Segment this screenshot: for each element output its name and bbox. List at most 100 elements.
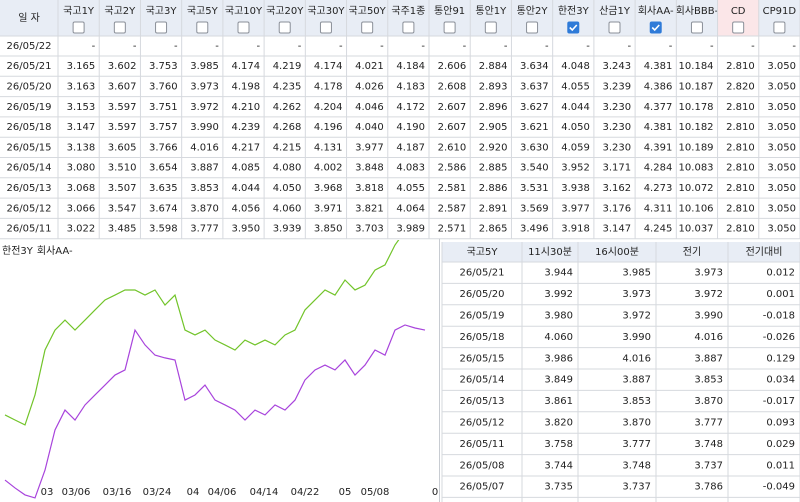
cell: 3.751 (149, 102, 178, 113)
checkbox[interactable] (237, 21, 250, 34)
cell: 4.235 (273, 81, 302, 92)
bt-cell: 4.016 (622, 353, 651, 364)
legend-entry: 회사AA- (37, 245, 73, 257)
checkbox[interactable] (567, 21, 580, 34)
cell: 3.621 (520, 122, 549, 133)
cell: 3.968 (314, 183, 343, 194)
cell: 3.507 (108, 183, 137, 194)
cell: 2.810 (726, 203, 755, 214)
cell: 4.187 (396, 142, 425, 153)
cell: 10.037 (679, 224, 714, 235)
column-header: 국고50Y (349, 5, 387, 17)
cell: 2.587 (438, 203, 467, 214)
cell: 4.284 (644, 163, 673, 174)
checkbox[interactable] (608, 21, 621, 34)
cell: 4.184 (396, 61, 425, 72)
cell: 3.068 (67, 183, 96, 194)
cell: 4.044 (561, 102, 590, 113)
cell: 10.072 (679, 183, 714, 194)
cell: 3.853 (190, 183, 219, 194)
cell: 2.571 (438, 224, 467, 235)
bt-cell: 3.786 (694, 482, 723, 493)
bt-cell: 3.870 (622, 418, 651, 429)
bt-cell: 3.972 (622, 311, 651, 322)
cell: 3.050 (767, 142, 796, 153)
cell: 3.818 (355, 183, 384, 194)
legend-entry: 한전3Y (2, 245, 34, 257)
cell: 4.055 (561, 81, 590, 92)
bt-cell: 3.973 (622, 289, 651, 300)
checkbox[interactable] (278, 21, 291, 34)
cell: 4.239 (231, 122, 260, 133)
cell: 3.165 (67, 61, 96, 72)
bt-cell: 3.990 (622, 332, 651, 343)
cell: 4.273 (644, 183, 673, 194)
checkbox[interactable] (484, 21, 497, 34)
cell: 3.972 (190, 102, 219, 113)
bt-cell: 3.985 (622, 268, 651, 279)
row-date: 26/05/12 (7, 203, 52, 214)
checkbox[interactable] (649, 21, 662, 34)
bt-column-header: 11시30분 (528, 246, 572, 258)
checkbox[interactable] (196, 21, 209, 34)
cell: 3.050 (767, 163, 796, 174)
cell: 3.627 (520, 102, 549, 113)
x-tick-label: 04 (187, 487, 200, 498)
cell: 3.971 (314, 203, 343, 214)
header-bg (0, 0, 800, 36)
change-cell: -0.026 (763, 332, 795, 343)
column-header: 한전3Y (558, 5, 590, 17)
cell: - (380, 41, 384, 52)
bt-cell: 3.744 (544, 460, 573, 471)
change-cell: 0.093 (766, 418, 795, 429)
column-header: 회사AA- (638, 5, 674, 17)
checkbox[interactable] (361, 21, 374, 34)
cell: - (298, 41, 302, 52)
column-header: 국고2Y (104, 5, 136, 17)
cell: 3.887 (190, 163, 219, 174)
cell: 4.131 (314, 142, 343, 153)
cell: 4.174 (231, 61, 260, 72)
cell: 2.820 (726, 81, 755, 92)
checkbox[interactable] (113, 21, 126, 34)
cell: 4.210 (231, 102, 260, 113)
cell: - (751, 41, 755, 52)
bt-cell: 26/05/21 (460, 268, 505, 279)
checkmark (569, 24, 578, 32)
bt-cell: 3.748 (622, 460, 651, 471)
cell: 4.391 (644, 142, 673, 153)
cell: 4.083 (396, 163, 425, 174)
cell: 3.821 (355, 203, 384, 214)
checkbox[interactable] (526, 21, 539, 34)
bt-cell: 3.887 (622, 375, 651, 386)
checkbox[interactable] (155, 21, 168, 34)
x-tick-label: 04/06 (208, 487, 237, 498)
checkbox[interactable] (319, 21, 332, 34)
column-header: 통안2Y (517, 5, 549, 17)
checkbox[interactable] (773, 21, 786, 34)
cell: - (586, 41, 590, 52)
cell: 2.810 (726, 183, 755, 194)
cell: - (339, 41, 343, 52)
cell: 3.637 (520, 81, 549, 92)
checkbox[interactable] (732, 21, 745, 34)
bt-cell: 3.870 (694, 396, 723, 407)
checkbox[interactable] (690, 21, 703, 34)
checkbox[interactable] (72, 21, 85, 34)
checkbox[interactable] (402, 21, 415, 34)
cell: 10.083 (679, 163, 714, 174)
cell: - (710, 41, 714, 52)
cell: 10.178 (679, 102, 714, 113)
row-date: 26/05/22 (7, 41, 52, 52)
bt-cell: 3.737 (622, 482, 651, 493)
column-header: 통안1Y (475, 5, 507, 17)
checkbox[interactable] (443, 21, 456, 34)
cell: 4.064 (396, 203, 425, 214)
row-date: 26/05/11 (7, 224, 52, 235)
bt-cell: 3.777 (622, 439, 651, 450)
cell: 3.938 (561, 183, 590, 194)
bt-cell: 26/05/14 (460, 375, 505, 386)
column-header: 국고3Y (146, 5, 178, 17)
cell: 3.050 (767, 81, 796, 92)
cell: 3.485 (108, 224, 137, 235)
